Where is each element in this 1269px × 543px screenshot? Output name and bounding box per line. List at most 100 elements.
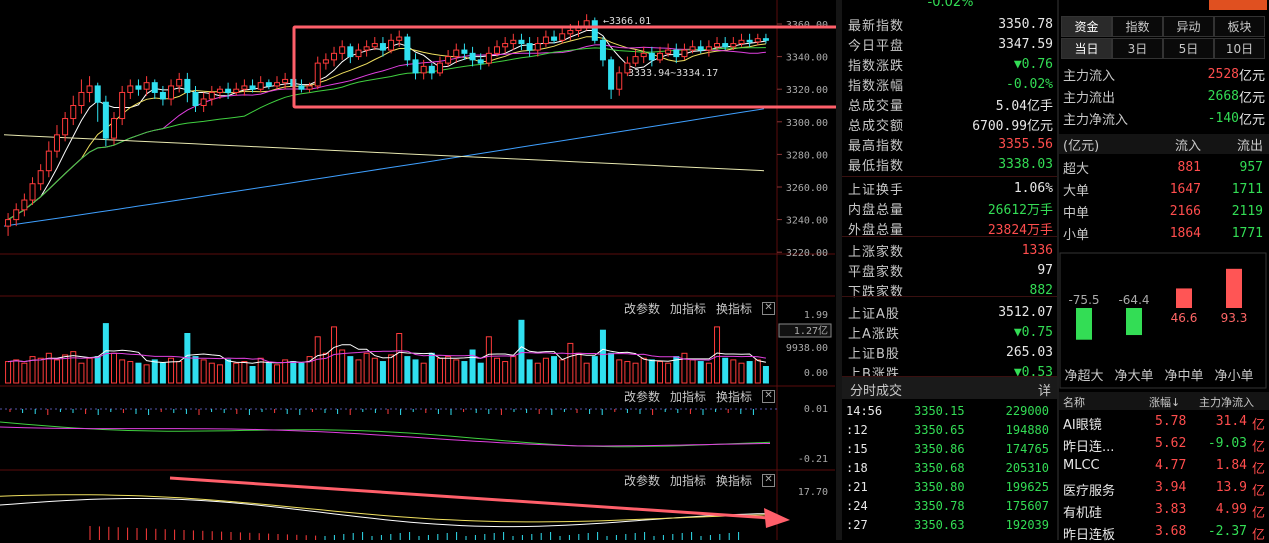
candle [428, 65, 435, 74]
candle [119, 91, 126, 120]
info-row: 指数涨幅 -0.02% [848, 74, 1053, 94]
y-tick-label: 3320.00 [786, 85, 828, 96]
sector-row[interactable]: 昨日连... 5.62 -9.03 亿 [1059, 433, 1269, 455]
flow-label: 主力净流入 [1063, 112, 1129, 128]
tab-tabs2-3[interactable]: 10日 [1214, 38, 1265, 59]
swap-indicator-button[interactable]: 换指标 [716, 474, 753, 488]
sort-by-change[interactable]: 涨幅↓ [1149, 396, 1181, 409]
volume-tick-label: 1.99 [804, 310, 828, 321]
candle [86, 85, 93, 93]
net-bar-value: -64.4 [1118, 293, 1149, 307]
candle [298, 85, 305, 90]
top-change: -0.02% [927, 0, 974, 10]
indicator1-panel-controls: 改参数 加指标 换指标 ✕ [624, 388, 776, 405]
volume-bar [485, 336, 492, 384]
candle [656, 52, 663, 61]
volume-bar [94, 356, 101, 384]
flow-unit: 亿元 [1238, 90, 1265, 106]
volume-bar [705, 362, 712, 384]
add-indicator-button[interactable]: 加指标 [670, 474, 707, 488]
tab-tabs1-2[interactable]: 异动 [1163, 16, 1214, 37]
volume-bar [510, 356, 517, 384]
info-label: 内盘总量 [848, 202, 905, 218]
sector-flow-unit: 亿 [1251, 528, 1265, 543]
tick-price: 3350.63 [914, 518, 965, 532]
volume-bar [265, 362, 272, 384]
tick-volume: 229000 [1005, 404, 1049, 418]
add-indicator-button[interactable]: 加指标 [670, 302, 707, 316]
change-params-button[interactable]: 改参数 [624, 302, 661, 316]
volume-bar [461, 361, 468, 384]
info-row: 今日平盘 3347.59 [848, 34, 1053, 54]
candle [339, 46, 346, 54]
info-label: 平盘家数 [848, 264, 905, 280]
candle [200, 98, 207, 107]
volume-bar [542, 357, 549, 384]
info-label: 指数涨跌 [848, 58, 905, 74]
sector-change: 5.78 [1155, 414, 1187, 429]
candle [216, 88, 223, 93]
sector-flow-unit: 亿 [1251, 462, 1265, 477]
indicator2-panel-controls: 改参数 加指标 换指标 ✕ [624, 472, 776, 489]
capital-flow-panel: 资金 指数 异动 板块 当日 3日 5日 10日 主力流入 2528 亿元 主力流出 2668… [1059, 0, 1269, 543]
change-params-button[interactable]: 改参数 [624, 474, 661, 488]
volume-bar [62, 354, 69, 384]
info-value: 1336 [1021, 242, 1053, 258]
flow-label: 主力流出 [1063, 90, 1116, 106]
info-label: 最高指数 [848, 138, 905, 154]
ticks-detail-button[interactable]: 详 [1037, 384, 1051, 399]
volume-bar [738, 362, 745, 384]
y-tick-label: 3240.00 [786, 216, 828, 227]
info-row: 平盘家数 97 [848, 260, 1053, 280]
volume-tick-label: 1.27亿 [794, 324, 828, 337]
candle [5, 219, 12, 227]
main-flow-row: 主力流出 2668 亿元 [1063, 86, 1265, 106]
sector-row[interactable]: 昨日连板 3.68 -2.37 亿 [1059, 521, 1269, 543]
candle [559, 33, 566, 41]
splitter[interactable] [836, 0, 842, 540]
tab-tabs1-3[interactable]: 板块 [1214, 16, 1265, 37]
sector-row[interactable]: 有机硅 3.83 4.99 亿 [1059, 499, 1269, 521]
volume-bar [21, 362, 28, 384]
sector-row[interactable]: AI眼镜 5.78 31.4 亿 [1059, 411, 1269, 433]
info-row: 外盘总量 23824万手 [848, 218, 1053, 238]
flow-table-header: (亿元) 流入 流出 [1063, 138, 1263, 154]
swap-indicator-button[interactable]: 换指标 [716, 390, 753, 404]
change-params-button[interactable]: 改参数 [624, 390, 661, 404]
tick-price: 3350.15 [914, 404, 965, 418]
tab-tabs2-1[interactable]: 3日 [1112, 38, 1163, 59]
volume-bar [347, 356, 354, 384]
ticks-title: 分时成交 [850, 384, 903, 399]
add-indicator-button[interactable]: 加指标 [670, 390, 707, 404]
candle [70, 105, 77, 120]
volume-bar [551, 356, 558, 384]
close-icon[interactable]: ✕ [762, 302, 776, 315]
sector-row[interactable]: MLCC 4.77 1.84 亿 [1059, 455, 1269, 477]
info-label: 总成交额 [848, 118, 905, 134]
volume-bar [436, 357, 443, 384]
swap-indicator-button[interactable]: 换指标 [716, 302, 753, 316]
sector-flow-unit: 亿 [1251, 484, 1265, 499]
tab-tabs2-2[interactable]: 5日 [1163, 38, 1214, 59]
tab-tabs1-1[interactable]: 指数 [1112, 16, 1163, 37]
volume-tick-label: 0.00 [804, 368, 828, 379]
close-icon[interactable]: ✕ [762, 474, 776, 487]
flow-unit: 亿元 [1238, 68, 1265, 84]
tab-tabs1-0[interactable]: 资金 [1061, 16, 1112, 37]
kline-chart-area[interactable]: 3360.003340.003320.003300.003280.003260.… [0, 0, 840, 540]
volume-bar [192, 356, 199, 384]
tab-tabs2-0[interactable]: 当日 [1061, 38, 1112, 59]
info-label: 最低指数 [848, 158, 905, 174]
info-label: 外盘总量 [848, 222, 905, 238]
sector-row[interactable]: 医疗服务 3.94 13.9 亿 [1059, 477, 1269, 499]
volume-bar [746, 361, 753, 384]
tick-price: 3350.80 [914, 480, 965, 494]
candle [518, 39, 525, 45]
candle [306, 85, 313, 90]
close-icon[interactable]: ✕ [762, 390, 776, 403]
volume-bar [640, 357, 647, 384]
candle [453, 49, 460, 58]
candle [738, 39, 745, 45]
info-label: 最新指数 [848, 18, 905, 34]
tick-row: :15 3350.86 174765 [842, 439, 1057, 461]
